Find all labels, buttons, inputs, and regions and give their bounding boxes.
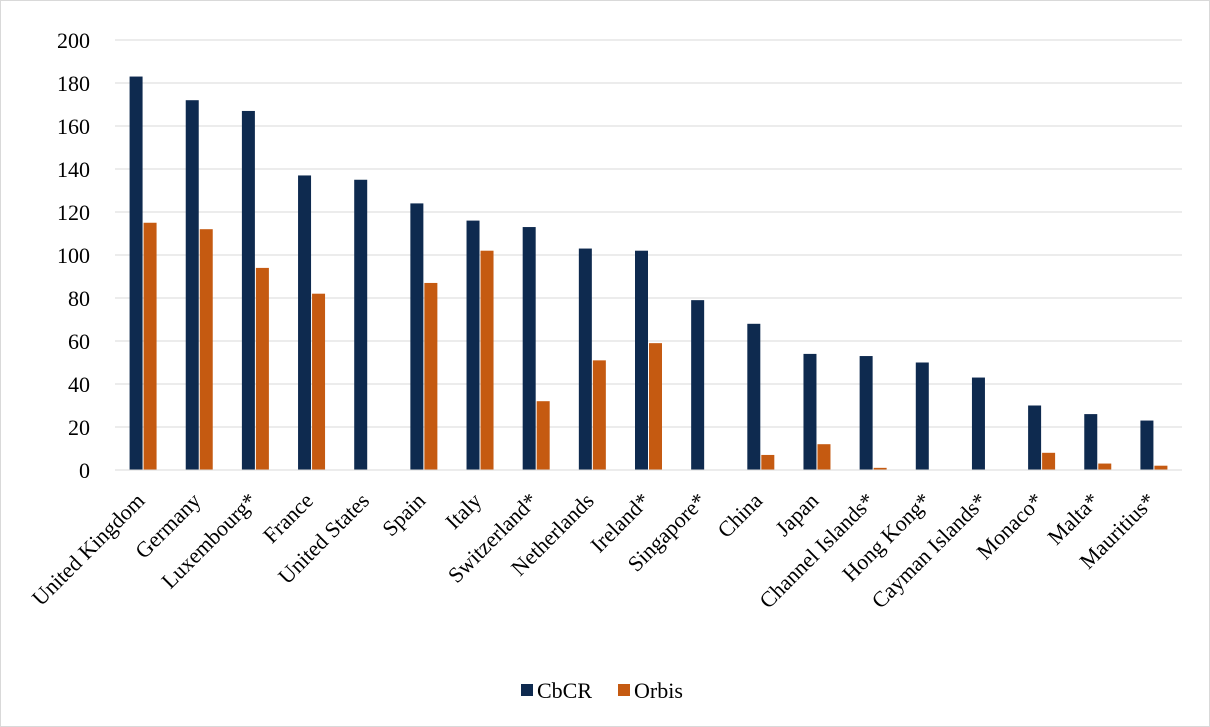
bar-cbcr — [1084, 414, 1098, 470]
bar-cbcr — [1028, 405, 1042, 470]
bar-orbis — [649, 343, 662, 470]
bar-orbis — [873, 467, 887, 470]
bar-orbis — [199, 229, 213, 470]
bar-cbcr — [410, 203, 424, 470]
bar-orbis — [312, 293, 326, 470]
bar-orbis — [536, 401, 550, 470]
bar-cbcr — [747, 323, 761, 470]
bars — [129, 76, 1168, 471]
bar-cbcr — [1140, 420, 1154, 470]
y-tick-label: 20 — [68, 415, 90, 440]
y-tick-label: 140 — [57, 157, 90, 182]
bar-cbcr — [859, 356, 873, 470]
bar-orbis — [143, 222, 157, 470]
legend-swatch-orbis — [618, 684, 630, 696]
bar-cbcr — [241, 110, 255, 470]
bar-cbcr — [522, 227, 536, 470]
bar-cbcr — [466, 220, 480, 470]
bar-orbis — [424, 282, 438, 470]
bar-orbis — [1154, 465, 1168, 470]
bar-cbcr — [635, 250, 648, 470]
gridlines — [115, 39, 1182, 428]
x-category-label: Spain — [377, 488, 430, 541]
bar-cbcr — [915, 362, 929, 470]
bar-orbis — [761, 454, 775, 470]
x-category-label: Italy — [440, 488, 486, 534]
bar-cbcr — [185, 100, 199, 470]
bar-cbcr — [354, 179, 368, 470]
y-tick-label: 180 — [57, 71, 90, 96]
bar-orbis — [1098, 463, 1112, 470]
y-tick-label: 160 — [57, 114, 90, 139]
y-tick-label: 0 — [79, 458, 90, 483]
bar-orbis — [1042, 452, 1056, 470]
x-category-label: United Kingdom — [27, 488, 150, 611]
y-axis-tick-labels: 0 20 40 60 80 100 120 140 160 180 200 — [57, 28, 90, 483]
legend-label-orbis: Orbis — [634, 678, 683, 703]
y-tick-label: 40 — [68, 372, 90, 397]
bar-cbcr — [691, 300, 705, 470]
y-tick-label: 120 — [57, 200, 90, 225]
legend: CbCR Orbis — [521, 678, 683, 703]
bar-cbcr — [971, 377, 985, 470]
y-tick-label: 200 — [57, 28, 90, 53]
bar-cbcr — [129, 76, 143, 471]
legend-swatch-cbcr — [521, 684, 533, 696]
x-axis-category-labels: United KingdomGermanyLuxembourg*FranceUn… — [27, 488, 1161, 613]
y-tick-label: 60 — [68, 329, 90, 354]
bar-cbcr — [578, 248, 592, 470]
y-tick-label: 100 — [57, 243, 90, 268]
bar-orbis — [817, 444, 831, 470]
legend-label-cbcr: CbCR — [537, 678, 592, 703]
bar-orbis — [255, 267, 269, 470]
bar-cbcr — [298, 175, 312, 470]
bar-cbcr — [803, 353, 817, 470]
x-category-label: China — [712, 488, 767, 543]
y-tick-label: 80 — [68, 286, 90, 311]
bar-orbis — [480, 250, 494, 470]
bar-orbis — [592, 360, 606, 470]
